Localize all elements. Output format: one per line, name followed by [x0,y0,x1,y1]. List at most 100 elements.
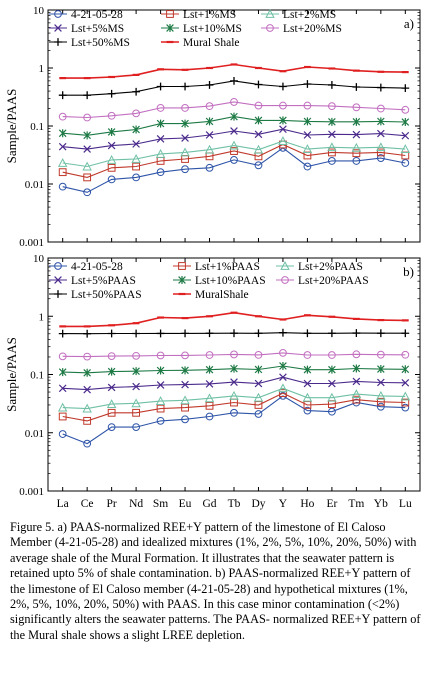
data-point [376,397,385,406]
x-tick-label: Yb [374,498,388,510]
data-point [303,131,312,139]
legend-marker [265,9,275,18]
data-point [58,168,67,177]
data-point [83,385,91,394]
series-line [62,352,406,358]
data-point [107,423,116,432]
data-point [83,131,91,140]
data-point [303,101,312,110]
data-point [352,103,361,112]
series-line [62,147,406,193]
data-point [376,154,385,162]
figure-caption: Figure 5. a) PAAS-normalized REE+Y patte… [10,520,421,642]
data-point [205,131,214,139]
data-point [205,163,214,172]
data-point [106,154,117,164]
data-point [230,364,238,373]
y-tick-label: 0.001 [19,486,44,498]
data-point [376,402,385,411]
series-line [62,387,406,410]
data-point [279,116,287,125]
data-point [156,366,165,375]
data-point [253,144,264,154]
data-point [401,403,410,412]
x-tick-label: Gd [202,498,216,510]
data-point [132,109,141,118]
data-point [327,329,336,338]
x-tick-label: Sm [153,498,168,510]
data-point [254,80,263,89]
data-point [205,117,214,126]
data-point [83,368,91,377]
data-point [401,105,410,114]
legend-entry: Mural Shale [161,37,240,49]
legend-entry: Lst+10%MS [161,23,242,35]
legend-marker [178,262,186,270]
data-point [205,329,214,338]
data-point [181,329,189,338]
legend-label: Lst+1%MS [183,9,236,21]
data-point [132,367,140,376]
data-point [132,408,141,417]
legend-label: Lst+2%MS [283,9,336,21]
x-tick-label: Nd [129,498,143,510]
legend-marker [166,10,174,18]
data-point [303,80,312,88]
data-point [351,142,362,152]
legend-label: Lst+20%PAAS [298,275,369,287]
data-point [327,392,337,402]
data-point [131,154,141,163]
data-point [132,173,141,182]
data-point [376,390,386,400]
legend-label: Mural Shale [183,37,240,49]
data-point [302,144,313,153]
data-point [401,378,410,387]
legend-entry: MuralShale [173,289,249,301]
legend-marker [280,261,290,270]
chart-panel-a: 10 1 0.1 0.01 0.001 Sample/PAAS a) 4-21-05-28 Ls… [4,5,421,249]
series-MuralShale [59,311,409,328]
data-point [253,392,264,402]
legend-entry: Lst+1%PAAS [173,261,260,273]
data-point [132,382,140,391]
data-point [400,144,411,153]
y-tick-label: 1 [39,311,45,323]
panel-label: b) [403,264,414,279]
data-point [181,415,189,424]
legend-label: Lst+5%MS [71,23,124,35]
data-point [376,329,385,338]
data-point [254,365,263,374]
y-tick-label: 0.1 [30,121,44,133]
data-point [279,328,287,337]
data-point [230,127,238,135]
data-point [327,148,336,157]
data-point [57,402,68,412]
data-point [58,91,67,100]
data-point [352,364,361,373]
data-point [132,162,141,171]
y-tick-label: 10 [33,253,45,265]
data-point [58,182,67,191]
data-point [230,156,238,164]
legend-marker [266,24,274,32]
series-Lst+2%MS [57,136,411,171]
data-point [279,348,287,357]
data-point [107,163,116,172]
data-point [327,142,337,152]
data-point [107,367,116,376]
data-point [83,439,92,448]
data-point [132,125,140,134]
data-point [83,352,92,361]
data-point [327,81,336,89]
data-point [303,351,312,359]
data-point [401,365,410,374]
data-point [205,365,214,374]
data-point [82,161,92,171]
x-tick-label: Er [326,498,337,510]
data-point [352,130,361,139]
legend-entry: Lst+50%MS [49,37,130,49]
data-point [230,76,238,85]
data-point [107,175,116,184]
data-point [181,366,189,375]
legend-label: Lst+1%PAAS [195,261,260,273]
